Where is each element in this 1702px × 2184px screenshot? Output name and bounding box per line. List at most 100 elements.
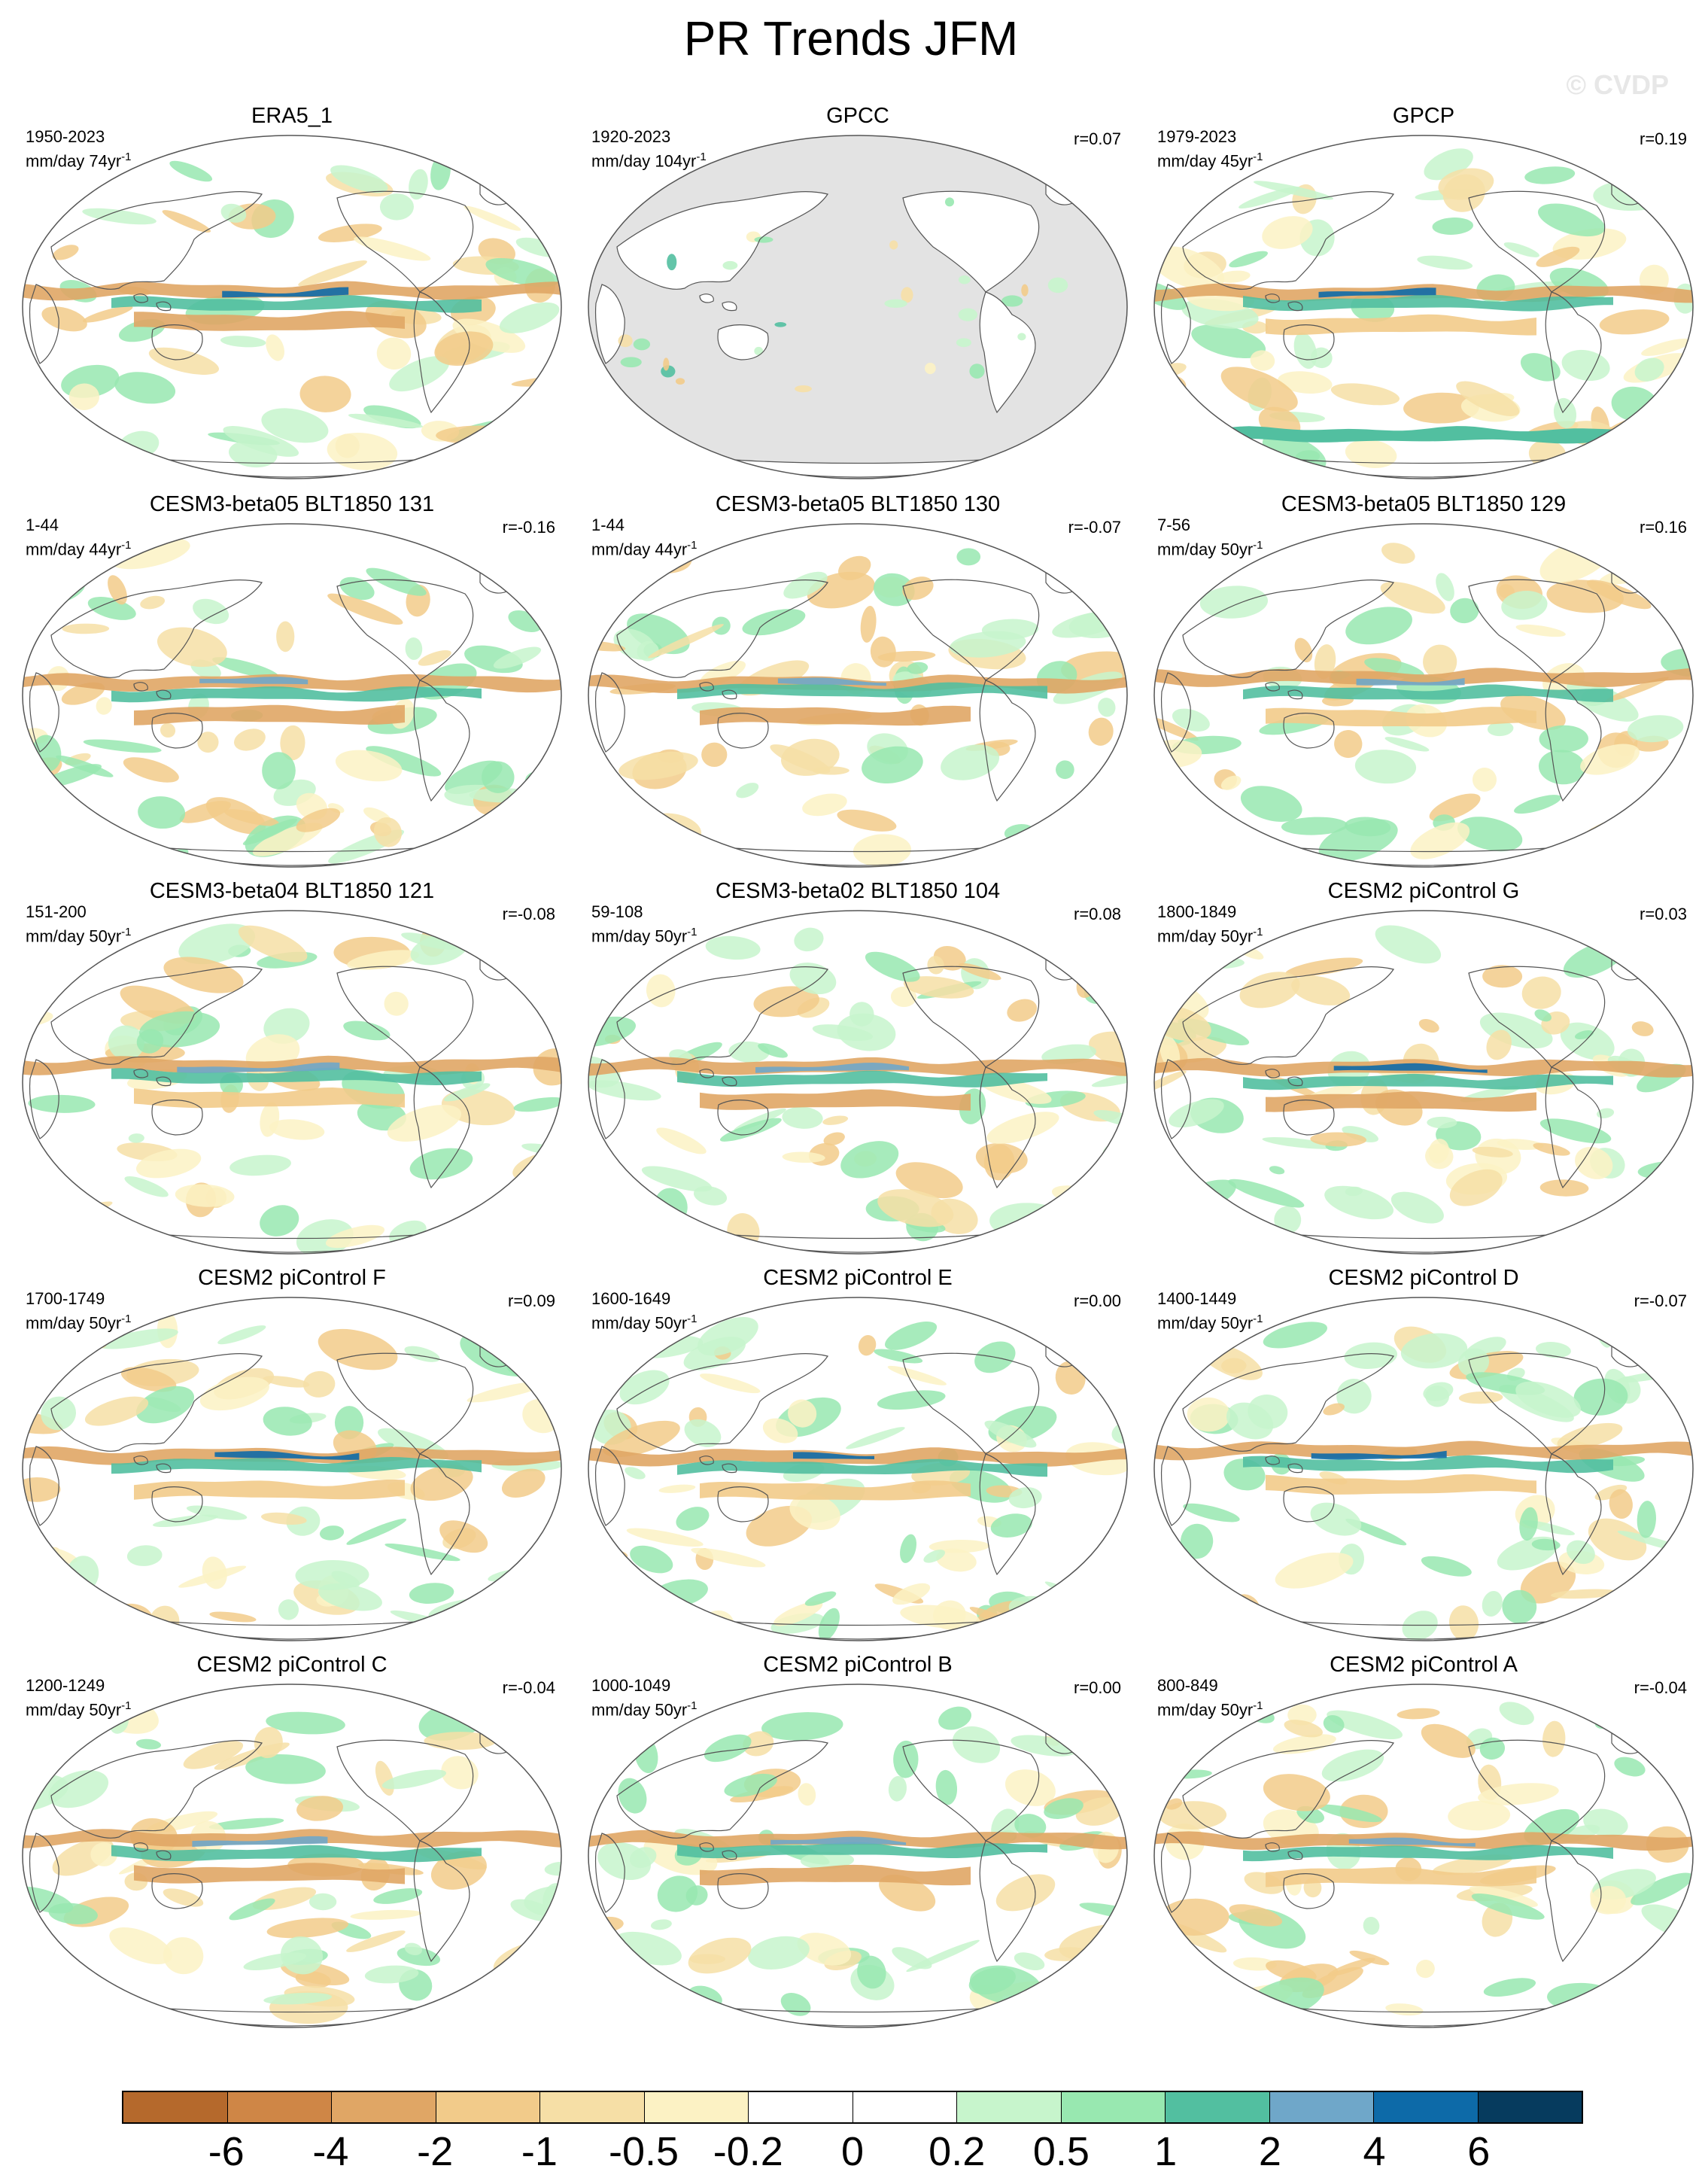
map-panel: CESM2 piControl E 1600-1649 mm/day 50yr-1 r… <box>579 1266 1136 1642</box>
units-exponent: -1 <box>121 151 132 163</box>
map-panel: GPCP 1979-2023 mm/day 45yr-1 r=0.19 <box>1145 104 1702 480</box>
colorbar-segment <box>1478 2092 1582 2122</box>
period-label: 7-56 <box>1157 516 1191 534</box>
map-panel: CESM3-beta04 BLT1850 121 151-200 mm/day 50… <box>14 879 570 1255</box>
units-exponent: -1 <box>121 1699 132 1712</box>
panel-title: CESM2 piControl C <box>196 1653 388 1677</box>
map-outline <box>1153 1684 1694 2028</box>
panel-title: CESM2 piControl D <box>1328 1266 1519 1290</box>
colorbar-segment <box>540 2092 645 2122</box>
colorbar-segment <box>644 2092 749 2122</box>
colorbar-tick-label: 0.2 <box>929 2129 986 2174</box>
colorbar-tick-label: -0.2 <box>713 2129 783 2174</box>
map-outline <box>22 135 562 479</box>
panel-title: GPCP <box>1392 104 1455 128</box>
colorbar-segment <box>1061 2092 1166 2122</box>
panel-title: ERA5_1 <box>251 104 333 128</box>
units-exponent: -1 <box>1253 1313 1263 1325</box>
colorbar-segment <box>436 2092 540 2122</box>
period-label: 800-849 <box>1157 1676 1218 1695</box>
colorbar-segment <box>853 2092 957 2122</box>
units-exponent: -1 <box>1253 539 1263 552</box>
correlation-label: r=-0.07 <box>1068 518 1121 537</box>
colorbar-tick-label: -0.5 <box>609 2129 679 2174</box>
map-outline <box>1153 523 1694 868</box>
panel-period: 151-200 mm/day 50yr-1 <box>26 902 132 946</box>
colorbar-segment <box>123 2092 228 2122</box>
units-exponent: -1 <box>696 151 707 163</box>
colorbar <box>122 2091 1583 2124</box>
colorbar-tick-label: -6 <box>208 2129 245 2174</box>
colorbar-tick-label: 1 <box>1154 2129 1178 2174</box>
period-label: 1000-1049 <box>591 1676 671 1695</box>
panel-period: 1200-1249 mm/day 50yr-1 <box>26 1675 132 1720</box>
colorbar-segment <box>332 2092 436 2122</box>
panel-title: CESM2 piControl A <box>1330 1653 1518 1677</box>
units-label: mm/day 50yr <box>591 1700 688 1720</box>
map-panel: GPCC 1920-2023 mm/day 104yr-1 r=0.07 <box>579 104 1136 480</box>
units-exponent: -1 <box>121 926 132 938</box>
correlation-label: r=0.00 <box>1074 1678 1121 1697</box>
correlation-label: r=-0.04 <box>1634 1678 1687 1697</box>
panel-period: 1000-1049 mm/day 50yr-1 <box>591 1675 698 1720</box>
units-label: mm/day 50yr <box>1157 540 1254 559</box>
correlation-label: r=0.00 <box>1074 1291 1121 1310</box>
panel-period: 59-108 mm/day 50yr-1 <box>591 902 698 946</box>
units-exponent: -1 <box>687 539 698 552</box>
units-label: mm/day 50yr <box>26 926 122 946</box>
world-map <box>22 910 562 1255</box>
panel-title: CESM3-beta05 BLT1850 130 <box>715 492 1001 516</box>
units-label: mm/day 50yr <box>1157 926 1254 946</box>
units-exponent: -1 <box>1253 926 1263 938</box>
units-exponent: -1 <box>121 539 132 552</box>
colorbar-segment <box>749 2092 853 2122</box>
map-panel: CESM2 piControl C 1200-1249 mm/day 50yr-1 r… <box>14 1653 570 2029</box>
panel-period: 1920-2023 mm/day 104yr-1 <box>591 126 707 171</box>
map-outline <box>22 910 562 1255</box>
colorbar-tick-label: 0 <box>840 2129 865 2174</box>
units-label: mm/day 74yr <box>26 151 122 171</box>
map-outline <box>588 910 1128 1255</box>
world-map <box>22 1684 562 2028</box>
panel-title: GPCC <box>826 104 889 128</box>
units-label: mm/day 44yr <box>591 540 688 559</box>
panel-title: CESM3-beta02 BLT1850 104 <box>715 879 1001 903</box>
world-map <box>22 135 562 479</box>
correlation-label: r=0.16 <box>1640 518 1687 537</box>
world-map <box>22 1297 562 1641</box>
watermark: © CVDP <box>1566 69 1669 100</box>
units-label: mm/day 50yr <box>26 1313 122 1333</box>
panel-period: 1400-1449 mm/day 50yr-1 <box>1157 1288 1263 1333</box>
correlation-label: r=0.07 <box>1074 129 1121 148</box>
units-exponent: -1 <box>687 1313 698 1325</box>
figure-title: PR Trends JFM <box>683 11 1019 65</box>
colorbar-segment <box>1166 2092 1270 2122</box>
map-outline <box>588 135 1128 479</box>
units-label: mm/day 50yr <box>1157 1700 1254 1720</box>
correlation-label: r=-0.04 <box>502 1678 555 1697</box>
correlation-label: r=-0.16 <box>502 518 555 537</box>
units-label: mm/day 44yr <box>26 540 122 559</box>
units-label: mm/day 50yr <box>1157 1313 1254 1333</box>
units-label: mm/day 50yr <box>591 1313 688 1333</box>
correlation-label: r=0.08 <box>1074 905 1121 923</box>
period-label: 1-44 <box>591 516 625 534</box>
map-panel: CESM2 piControl D 1400-1449 mm/day 50yr-1 r… <box>1145 1266 1702 1642</box>
period-label: 1920-2023 <box>591 127 671 146</box>
period-label: 1950-2023 <box>26 127 105 146</box>
colorbar-tick-label: 6 <box>1467 2129 1491 2174</box>
colorbar-tick-label: 2 <box>1258 2129 1281 2174</box>
units-label: mm/day 50yr <box>26 1700 122 1720</box>
period-label: 151-200 <box>26 902 87 921</box>
world-map <box>1153 1684 1694 2028</box>
panel-title: CESM2 piControl F <box>198 1266 386 1290</box>
colorbar-segment <box>957 2092 1062 2122</box>
world-map <box>588 135 1128 479</box>
units-exponent: -1 <box>1253 1699 1263 1712</box>
map-outline <box>1153 135 1694 479</box>
period-label: 1700-1749 <box>26 1289 105 1308</box>
map-panel: CESM2 piControl B 1000-1049 mm/day 50yr-1 r… <box>579 1653 1136 2029</box>
units-exponent: -1 <box>687 926 698 938</box>
colorbar-tick-label: 0.5 <box>1032 2129 1090 2174</box>
panel-title: CESM2 piControl G <box>1327 879 1520 903</box>
